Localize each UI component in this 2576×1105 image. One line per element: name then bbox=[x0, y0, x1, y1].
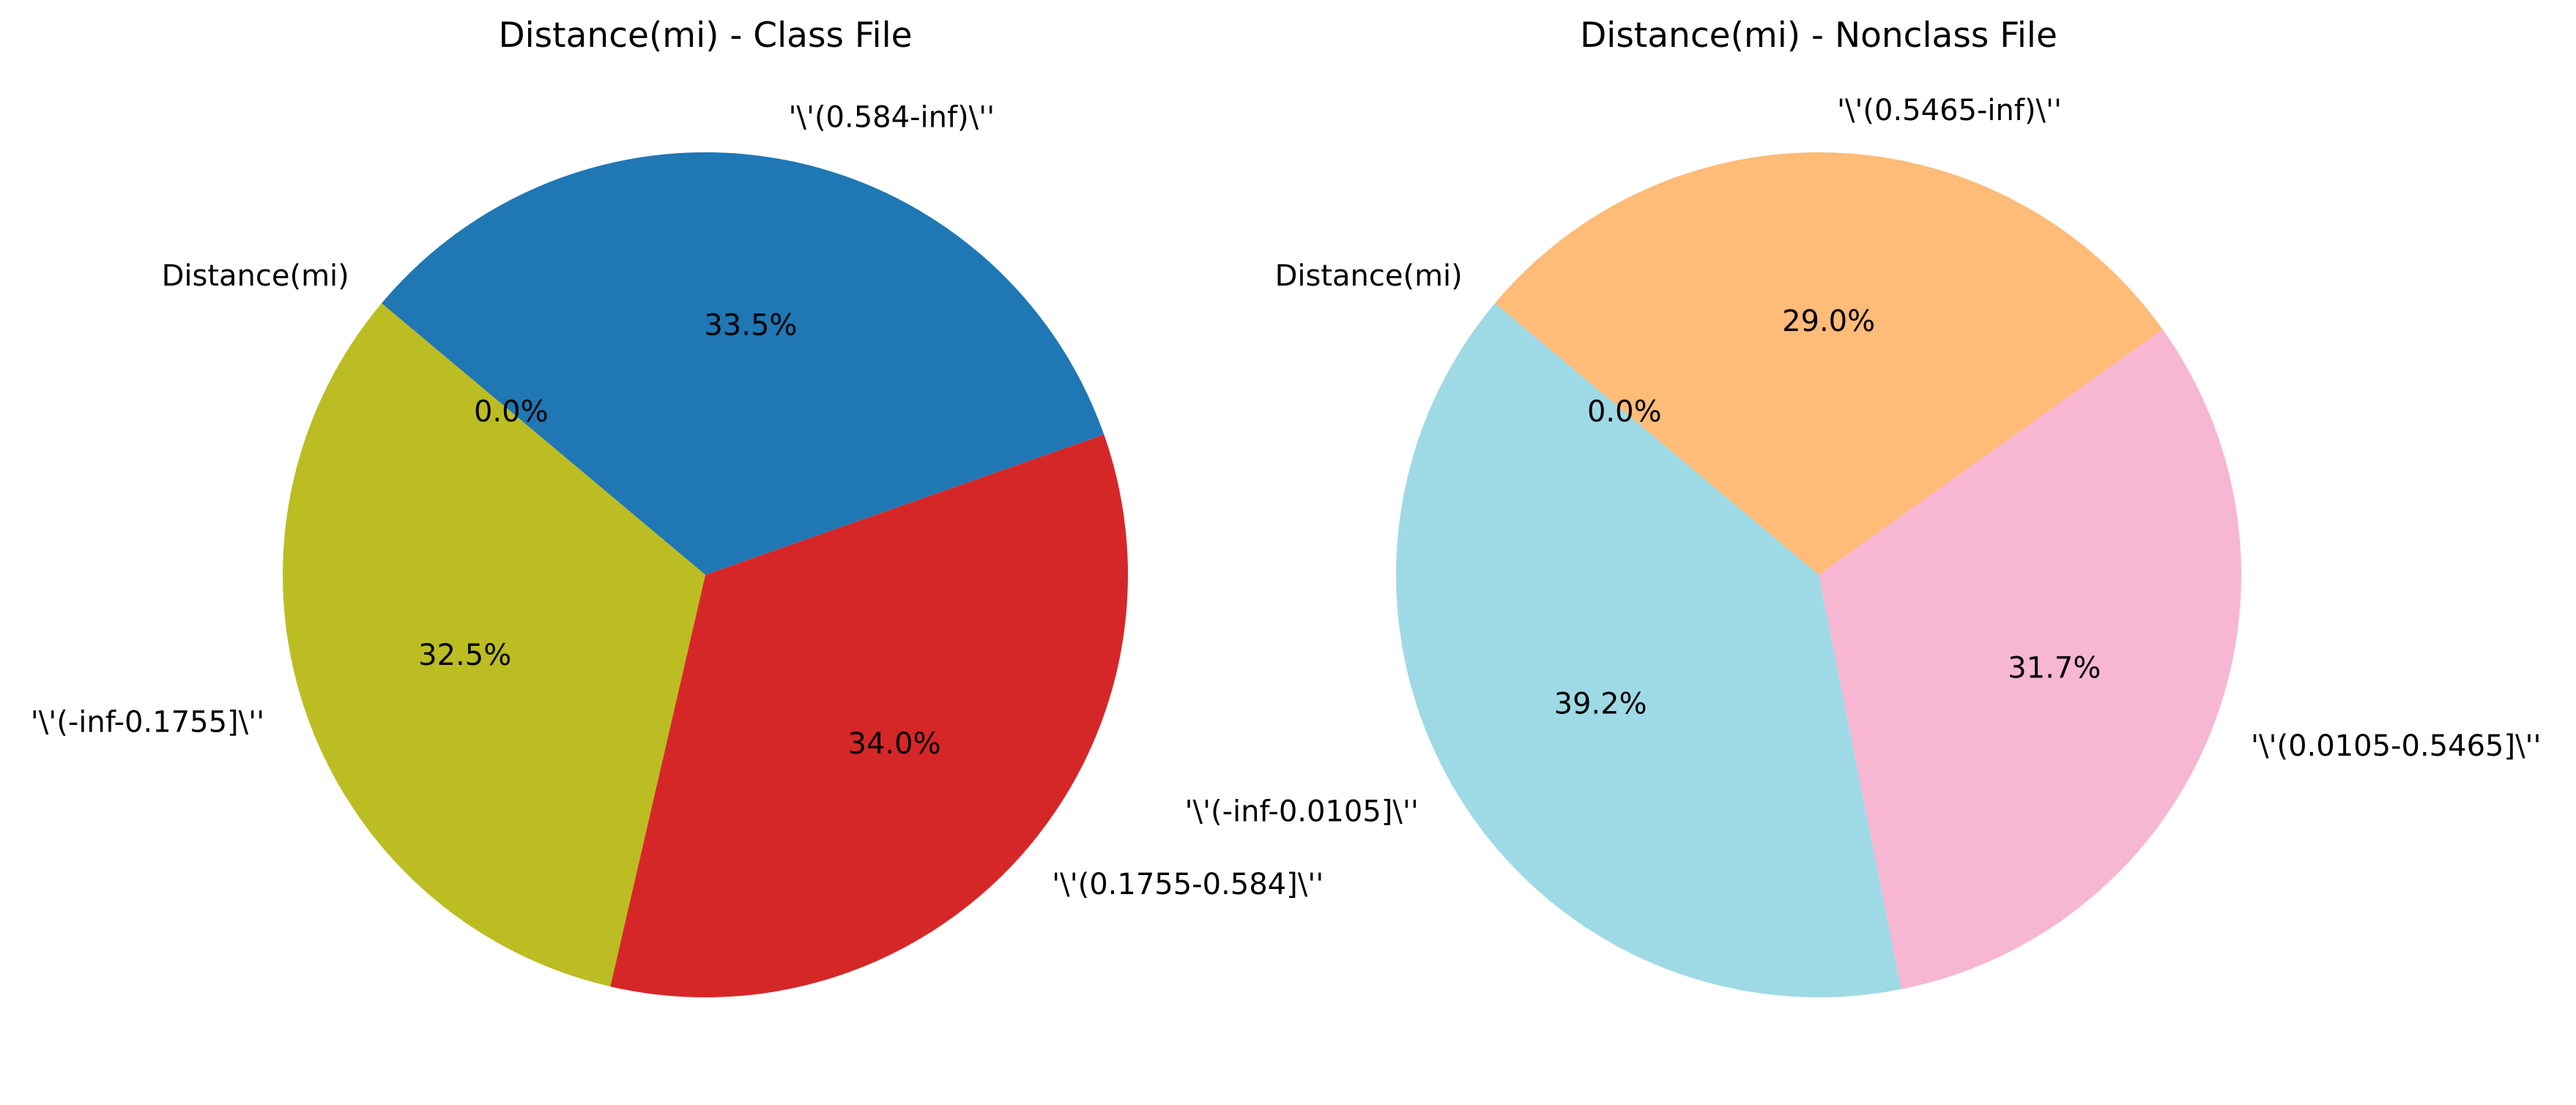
slice-label: '\'(-inf-0.1755]\'' bbox=[31, 705, 264, 739]
slice-label: '\'(0.1755-0.584]\'' bbox=[1052, 868, 1324, 901]
pie-chart-nonclass-file: Distance(mi) - Nonclass File Distance(mi… bbox=[1185, 15, 2542, 997]
labels: Distance(mi) 0.0% '\'(0.584-inf)\'' 33.5% '\… bbox=[31, 101, 1324, 902]
percent-label: 33.5% bbox=[704, 308, 797, 342]
percent-label: 39.2% bbox=[1554, 687, 1647, 721]
percent-label: 29.0% bbox=[1782, 305, 1875, 338]
labels: Distance(mi) 0.0% '\'(0.5465-inf)\'' 29.0% '… bbox=[1185, 94, 2542, 829]
percent-label: 31.7% bbox=[2008, 652, 2101, 685]
pie-slice bbox=[1494, 152, 2163, 575]
percent-label: 0.0% bbox=[1587, 395, 1662, 428]
pie-slice bbox=[610, 434, 1129, 997]
chart-title: Distance(mi) - Class File bbox=[498, 15, 912, 56]
pie-slice bbox=[282, 303, 705, 987]
pie-slice bbox=[1819, 329, 2241, 989]
slices bbox=[282, 152, 1129, 997]
pie-slice bbox=[1395, 303, 1901, 997]
percent-label: 34.0% bbox=[848, 727, 941, 761]
slices bbox=[1395, 152, 2241, 997]
slice-label: '\'(0.5465-inf)\'' bbox=[1837, 94, 2062, 127]
slice-label: '\'(0.584-inf)\'' bbox=[788, 101, 995, 135]
slice-label: '\'(0.0105-0.5465]\'' bbox=[2251, 729, 2542, 763]
percent-label: 32.5% bbox=[418, 639, 511, 672]
chart-title: Distance(mi) - Nonclass File bbox=[1580, 15, 2057, 56]
slice-label: '\'(-inf-0.0105]\'' bbox=[1185, 795, 1419, 828]
pie-chart-class-file: Distance(mi) - Class File Distance(mi) 0.… bbox=[31, 15, 1324, 997]
slice-label: Distance(mi) bbox=[162, 259, 349, 293]
slice-label: Distance(mi) bbox=[1275, 259, 1463, 293]
pie-slice bbox=[381, 152, 1105, 576]
percent-label: 0.0% bbox=[474, 395, 549, 428]
